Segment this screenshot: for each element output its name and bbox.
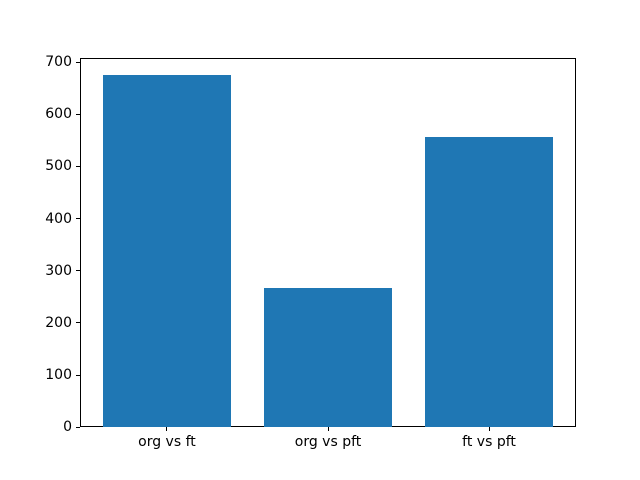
y-axis-tick-label: 600 bbox=[45, 106, 72, 123]
y-axis-tick-label: 200 bbox=[45, 314, 72, 331]
y-axis-tick bbox=[76, 113, 80, 115]
y-axis-tick-label: 0 bbox=[63, 419, 72, 436]
bar-ft-vs-pft bbox=[424, 137, 554, 428]
y-axis-tick bbox=[76, 270, 80, 272]
x-axis-tick bbox=[327, 427, 329, 432]
x-axis-tick bbox=[166, 427, 168, 432]
x-axis-tick-label-org-vs-pft: org vs pft bbox=[294, 434, 362, 451]
y-axis-tick-label: 100 bbox=[45, 367, 72, 384]
y-axis-tick-label: 700 bbox=[45, 54, 72, 71]
x-axis-tick bbox=[488, 427, 490, 432]
y-axis-tick-label: 300 bbox=[45, 262, 72, 279]
y-axis-tick bbox=[76, 426, 80, 428]
y-axis-tick bbox=[76, 218, 80, 220]
y-axis-tick bbox=[76, 322, 80, 324]
bar-org-vs-pft bbox=[263, 288, 393, 428]
y-axis-tick bbox=[76, 374, 80, 376]
x-axis-tick-label-ft-vs-pft: ft vs pft bbox=[462, 434, 516, 451]
y-axis-tick bbox=[76, 165, 80, 167]
x-axis-tick-label-org-vs-ft: org vs ft bbox=[138, 434, 196, 451]
y-axis-tick bbox=[76, 61, 80, 63]
y-axis-tick-label: 400 bbox=[45, 210, 72, 227]
bar-org-vs-ft bbox=[102, 75, 232, 428]
y-axis-tick-label: 500 bbox=[45, 158, 72, 175]
